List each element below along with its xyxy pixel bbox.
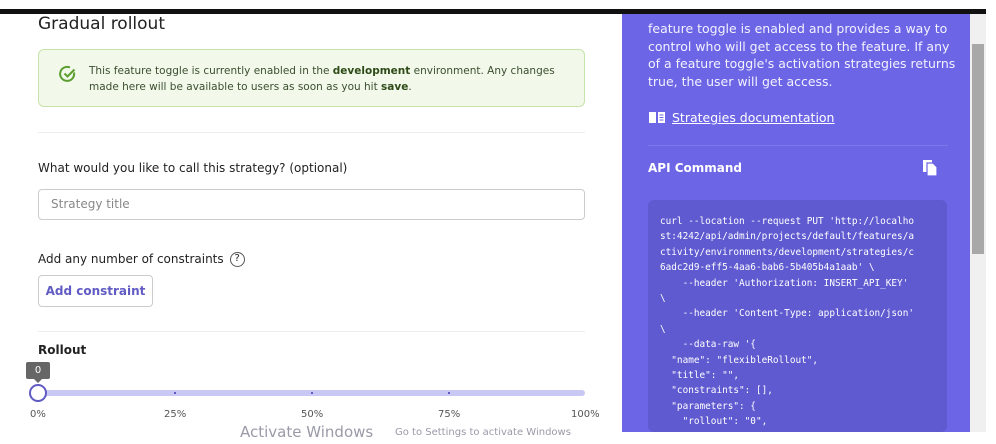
copy-icon[interactable] <box>922 159 938 177</box>
strategy-title-label: What would you like to call this strateg… <box>38 161 348 175</box>
book-icon <box>649 112 665 123</box>
success-alert: This feature toggle is currently enabled… <box>38 49 585 107</box>
api-command-title: API Command <box>648 161 743 175</box>
strategy-description: feature toggle is enabled and provides a… <box>648 21 956 89</box>
tick-label: 50% <box>301 409 324 420</box>
slider-mark <box>448 392 450 394</box>
info-sidebar: feature toggle is enabled and provides a… <box>622 14 970 432</box>
scrollbar-thumb[interactable] <box>972 44 984 254</box>
divider <box>38 331 585 332</box>
alert-text: This feature toggle is currently enabled… <box>89 65 555 93</box>
divider <box>38 132 585 133</box>
activation-watermark-sub: Go to Settings to activate Windows <box>395 427 571 438</box>
tick-label: 25% <box>164 409 187 420</box>
activation-watermark: Activate Windows <box>240 423 374 441</box>
check-circle-icon <box>59 65 76 82</box>
window-top-bar <box>0 9 986 14</box>
strategy-title-input[interactable]: Strategy title <box>38 189 585 220</box>
tick-label: 0% <box>30 409 46 420</box>
slider-mark <box>174 392 176 394</box>
slider-mark <box>311 392 313 394</box>
tick-label: 75% <box>438 409 461 420</box>
divider <box>648 145 948 146</box>
api-command-code: curl --location --request PUT 'http://lo… <box>648 200 947 432</box>
tick-label: 100% <box>571 409 600 420</box>
rollout-label: Rollout <box>38 343 87 357</box>
help-icon[interactable]: ? <box>229 252 245 267</box>
slider-value-tooltip: 0 <box>26 362 50 383</box>
slider-thumb[interactable] <box>29 384 47 402</box>
scrollbar[interactable] <box>970 14 986 432</box>
add-constraint-button[interactable]: Add constraint <box>38 275 153 307</box>
strategies-documentation-link[interactable]: Strategies documentation <box>648 110 834 125</box>
constraints-label: Add any number of constraints? <box>38 252 245 267</box>
page-title: Gradual rollout <box>38 14 165 34</box>
